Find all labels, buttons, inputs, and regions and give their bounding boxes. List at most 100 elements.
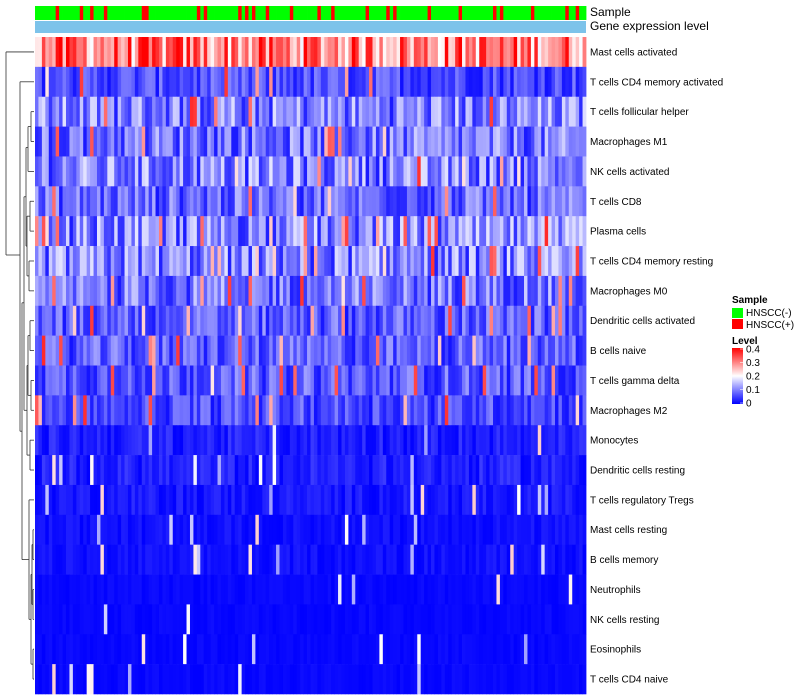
heatmap-cell [369,455,373,486]
heatmap-cell [396,156,401,187]
heatmap-cell [72,246,77,277]
heatmap-cell [79,216,84,247]
heatmap-cell [365,275,370,307]
heatmap-cell [565,335,570,366]
heatmap-cell [506,126,511,157]
heatmap-cell [413,305,418,336]
heatmap-cell [317,484,322,516]
sample-annotation-cell [203,6,208,20]
heatmap-cell [365,455,370,486]
heatmap-cell [255,66,260,98]
heatmap-cell [541,37,546,68]
heatmap-cell [214,305,218,336]
heatmap-cell [117,365,122,396]
heatmap-cell [282,246,287,277]
heatmap-cell [544,514,549,545]
heatmap-cell [238,37,243,68]
heatmap-cell [210,275,215,307]
heatmap-cell [114,246,119,277]
heatmap-cell [351,544,356,575]
sample-annotation-cell [541,6,546,20]
heatmap-cell [276,96,280,127]
heatmap-cell [510,544,515,575]
heatmap-cell [334,604,339,635]
heatmap-cell [462,305,466,336]
heatmap-cell [296,634,301,665]
heatmap-cell [121,634,125,665]
heatmap-cell [134,246,139,277]
heatmap-cell [544,186,549,217]
heatmap-cell [289,275,294,307]
heatmap-cell [217,365,222,396]
heatmap-cell [320,186,325,217]
heatmap-cell [462,335,466,366]
heatmap-cell [530,216,535,247]
heatmap-cell [517,186,521,217]
heatmap-cell [375,484,380,516]
heatmap-cell [234,365,239,396]
heatmap-cell [100,574,105,605]
heatmap-cell [300,275,305,307]
heatmap-cell [245,216,249,247]
heatmap-cell [458,126,463,157]
heatmap-cell [155,455,160,486]
heatmap-cell [282,455,287,486]
heatmap-cell [200,216,205,247]
heatmap-cell [79,126,84,157]
heatmap-cell [420,66,425,98]
heatmap-cell [172,246,177,277]
heatmap-cell [83,544,88,575]
heatmap-cell [282,126,287,157]
heatmap-cell [393,156,397,187]
heatmap-cell [35,305,39,336]
sample-annotation-cell [517,6,521,20]
heatmap-cell [537,246,542,277]
heatmap-cell [41,604,46,635]
heatmap-cell [420,484,425,516]
sample-annotation-cell [176,6,181,20]
heatmap-cell [186,305,191,336]
heatmap-cell [282,634,287,665]
heatmap-cell [420,455,425,486]
heatmap-cell [55,37,60,68]
heatmap-cell [565,126,570,157]
heatmap-cell [331,275,335,307]
sample-annotation-cell [455,6,459,20]
heatmap-cell [241,634,246,665]
heatmap-cell [482,664,487,695]
heatmap-cell [458,514,463,545]
heatmap-cell [479,186,484,217]
heatmap-cell [155,634,160,665]
heatmap-cell [214,425,218,456]
heatmap-cell [55,126,60,157]
heatmap-cell [238,335,243,366]
heatmap-cell [568,484,573,516]
sample-annotation-cell [265,6,270,20]
heatmap-cell [355,335,360,366]
heatmap-cell [300,574,305,605]
heatmap-cell [62,335,67,366]
heatmap-cell [245,544,249,575]
heatmap-cell [269,455,274,486]
heatmap-cell [462,604,466,635]
heatmap-cell [224,37,229,68]
heatmap-cell [420,395,425,426]
heatmap-cell [265,514,270,545]
heatmap-cell [441,544,446,575]
heatmap-cell [121,156,125,187]
sample-annotation-cell [134,6,139,20]
heatmap-cell [482,514,487,545]
heatmap-cell [579,425,583,456]
heatmap-cell [520,126,525,157]
heatmap-cell [417,544,422,575]
heatmap-cell [575,484,580,516]
heatmap-cell [86,335,91,366]
sample-annotation-cell [241,6,246,20]
heatmap-cell [348,395,353,426]
heatmap-cell [96,574,101,605]
heatmap-cell [575,96,580,127]
heatmap-cell [338,186,342,217]
heatmap-cell [203,156,208,187]
heatmap-cell [527,37,532,68]
heatmap-cell [238,365,243,396]
